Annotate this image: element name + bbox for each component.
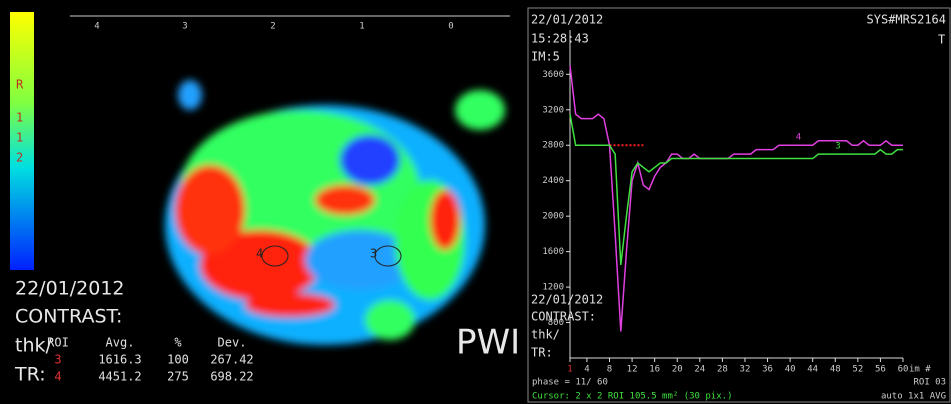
- info-line: 22/01/2012: [15, 278, 125, 300]
- x-tick-label: 1: [567, 365, 572, 375]
- y-tick-label: 3200: [542, 105, 564, 115]
- x-tick-label: 16: [649, 365, 660, 375]
- table-cell: 4451.2: [98, 370, 141, 384]
- y-tick-label: 1600: [542, 247, 564, 257]
- ruler-label: 1: [359, 22, 364, 32]
- screen: 43210R1124322/01/2012CONTRAST:thk/TR:ROI…: [0, 0, 951, 404]
- info-line: 22/01/2012: [531, 293, 603, 307]
- x-tick-label: 36: [762, 365, 773, 375]
- x-tick-label: 24: [694, 365, 705, 375]
- scale-label: 1: [16, 131, 23, 145]
- scale-label: 2: [16, 151, 23, 165]
- status: ROI 03: [913, 378, 946, 388]
- header-text: 15:28:43: [531, 32, 589, 46]
- info-line: thk/: [531, 328, 560, 342]
- x-tick-label: 4: [584, 365, 589, 375]
- header-text: SYS#MRS2164: [867, 13, 946, 27]
- info-line: TR:: [531, 346, 553, 360]
- x-unit: im #: [909, 365, 931, 375]
- scale-label: 1: [16, 111, 23, 125]
- table-header: %: [174, 336, 182, 350]
- roi-label: 3: [370, 247, 377, 261]
- scale-label: R: [16, 78, 24, 92]
- x-tick-label: 56: [875, 365, 886, 375]
- x-tick-label: 52: [852, 365, 863, 375]
- table-header: Avg.: [106, 336, 135, 350]
- info-line: CONTRAST:: [15, 306, 122, 328]
- header-text: T: [938, 33, 945, 47]
- x-tick-label: 8: [607, 365, 612, 375]
- header-text: 22/01/2012: [531, 13, 603, 27]
- table-cell: 698.22: [210, 370, 253, 384]
- y-tick-label: 1200: [542, 283, 564, 293]
- x-tick-label: 32: [740, 365, 751, 375]
- ruler-label: 2: [270, 22, 275, 32]
- status: Cursor: 2 x 2 ROI 105.5 mm² (30 pix.): [532, 392, 732, 402]
- status: auto 1x1 AVG: [881, 392, 946, 402]
- table-cell: 275: [167, 370, 189, 384]
- x-tick-label: 20: [672, 365, 683, 375]
- series-label: 4: [796, 133, 801, 143]
- x-tick-label: 44: [807, 365, 818, 375]
- table-cell: 3: [54, 353, 61, 367]
- info-line: TR:: [14, 364, 46, 386]
- caption: PWI: [456, 323, 520, 363]
- x-tick-label: 12: [627, 365, 638, 375]
- x-tick-label: 48: [830, 365, 841, 375]
- series-label: 3: [835, 142, 840, 152]
- table-header: Dev.: [218, 336, 247, 350]
- table-cell: 267.42: [210, 353, 253, 367]
- roi-label: 4: [256, 247, 263, 261]
- status: phase = 11/ 60: [532, 378, 608, 388]
- x-tick-label: 28: [717, 365, 728, 375]
- ruler-label: 0: [448, 22, 453, 32]
- ruler-label: 3: [182, 22, 187, 32]
- x-tick-label: 40: [785, 365, 796, 375]
- y-tick-label: 2400: [542, 176, 564, 186]
- x-tick-label: 60: [898, 365, 909, 375]
- y-tick-label: 2800: [542, 141, 564, 151]
- table-header: ROI: [47, 336, 69, 350]
- table-cell: 100: [167, 353, 189, 367]
- table-cell: 1616.3: [98, 353, 141, 367]
- y-tick-label: 2000: [542, 212, 564, 222]
- y-tick-label: 800: [548, 318, 564, 328]
- header-text: IM:5: [531, 50, 560, 64]
- ruler-label: 4: [94, 22, 99, 32]
- y-tick-label: 3600: [542, 70, 564, 80]
- table-cell: 4: [54, 370, 61, 384]
